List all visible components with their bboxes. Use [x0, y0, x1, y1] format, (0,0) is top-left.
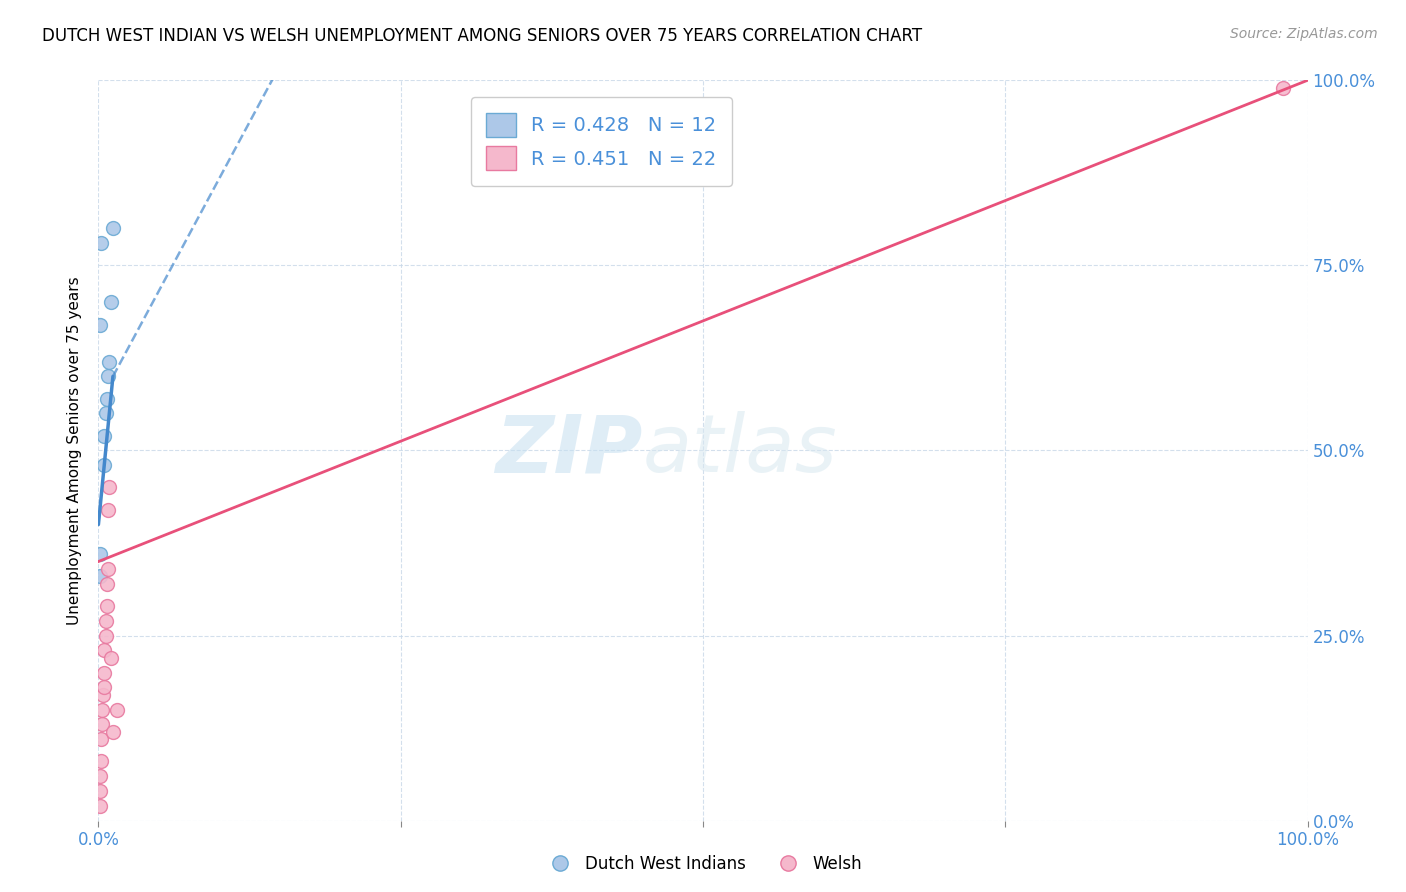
- Point: [93, 665, 115, 680]
- Legend: R = 0.428   N = 12, R = 0.451   N = 22: R = 0.428 N = 12, R = 0.451 N = 22: [471, 97, 733, 186]
- Point: [98, 354, 121, 368]
- Point: [96, 576, 118, 591]
- Point: [96, 392, 118, 406]
- Point: [101, 724, 124, 739]
- Point: [89, 547, 111, 561]
- Point: [89, 784, 111, 798]
- Text: DUTCH WEST INDIAN VS WELSH UNEMPLOYMENT AMONG SENIORS OVER 75 YEARS CORRELATION : DUTCH WEST INDIAN VS WELSH UNEMPLOYMENT …: [42, 27, 922, 45]
- Point: [94, 628, 117, 642]
- Point: [90, 755, 112, 769]
- Text: ZIP: ZIP: [495, 411, 643, 490]
- Point: [90, 236, 112, 251]
- Point: [1272, 80, 1295, 95]
- Point: [93, 428, 115, 442]
- Point: [91, 717, 114, 731]
- Point: [97, 562, 120, 576]
- Point: [100, 295, 122, 310]
- Point: [97, 369, 120, 384]
- Point: [94, 614, 117, 628]
- Point: [89, 318, 111, 332]
- Point: [93, 643, 115, 657]
- Legend: Dutch West Indians, Welsh: Dutch West Indians, Welsh: [537, 848, 869, 880]
- Point: [100, 650, 122, 665]
- Text: Source: ZipAtlas.com: Source: ZipAtlas.com: [1230, 27, 1378, 41]
- Point: [97, 502, 120, 516]
- Point: [91, 703, 114, 717]
- Point: [96, 599, 118, 613]
- Point: [105, 703, 128, 717]
- Point: [89, 769, 111, 783]
- Text: atlas: atlas: [643, 411, 838, 490]
- Point: [98, 480, 121, 494]
- Point: [89, 569, 111, 583]
- Point: [91, 688, 114, 702]
- Point: [101, 221, 124, 235]
- Point: [90, 732, 112, 747]
- Y-axis label: Unemployment Among Seniors over 75 years: Unemployment Among Seniors over 75 years: [67, 277, 83, 624]
- Point: [94, 407, 117, 421]
- Point: [89, 798, 111, 813]
- Point: [93, 458, 115, 473]
- Point: [93, 681, 115, 695]
